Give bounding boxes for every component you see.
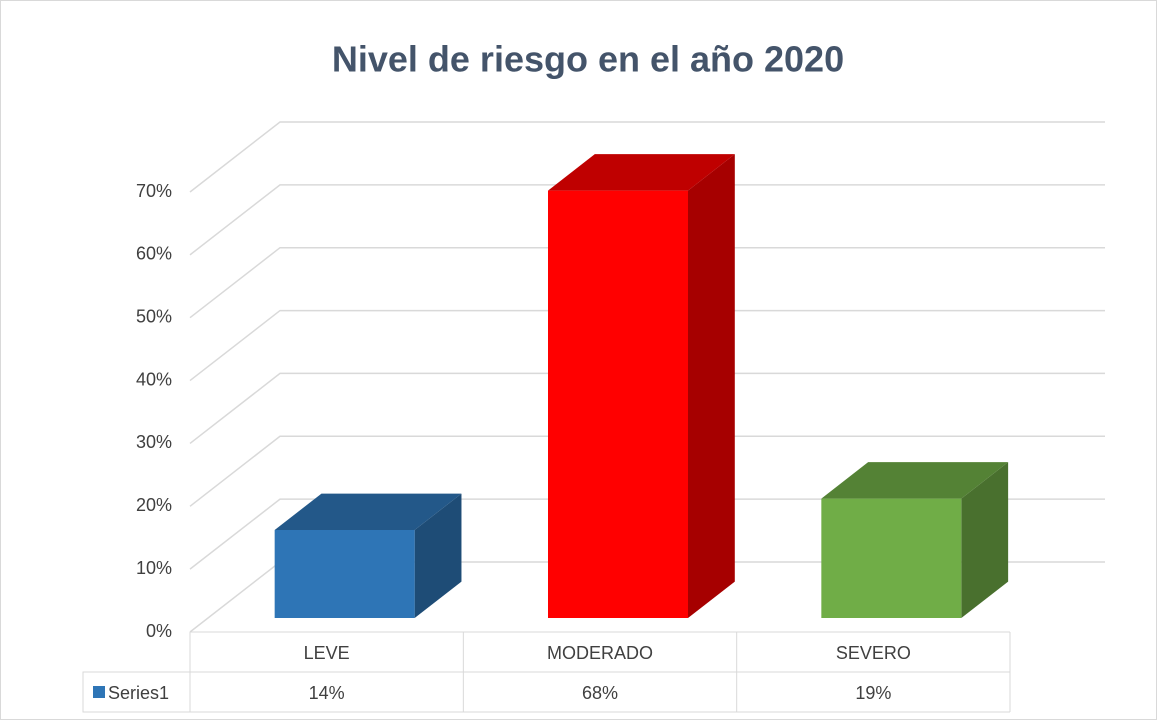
grid-line bbox=[189, 184, 1105, 256]
grid-line bbox=[189, 121, 1105, 193]
y-tick-label: 20% bbox=[136, 495, 172, 515]
bar-front bbox=[548, 190, 688, 619]
bar-top bbox=[548, 154, 735, 191]
category-label: MODERADO bbox=[547, 643, 653, 663]
data-label: 68% bbox=[582, 683, 618, 703]
category-label: SEVERO bbox=[836, 643, 911, 663]
y-tick-label: 70% bbox=[136, 181, 172, 201]
bar-top bbox=[821, 462, 1009, 499]
y-tick-label: 40% bbox=[136, 369, 172, 389]
grid-line bbox=[189, 372, 1105, 445]
bar-front bbox=[274, 530, 415, 618]
grid-line bbox=[189, 309, 1105, 382]
grid-line bbox=[189, 246, 1105, 319]
y-tick-label: 30% bbox=[136, 432, 172, 452]
bar-top bbox=[274, 493, 462, 530]
bar-front bbox=[821, 498, 962, 618]
legend-key bbox=[93, 686, 105, 698]
y-tick-label: 10% bbox=[136, 558, 172, 578]
y-tick-label: 50% bbox=[136, 306, 172, 326]
y-tick-label: 60% bbox=[136, 244, 172, 264]
grid-line bbox=[189, 435, 1105, 507]
bar-side bbox=[688, 154, 735, 618]
data-label: 14% bbox=[309, 683, 345, 703]
chart-title: Nivel de riesgo en el año 2020 bbox=[332, 39, 844, 80]
category-label: LEVE bbox=[304, 643, 350, 663]
data-label: 19% bbox=[855, 683, 891, 703]
bar-side bbox=[961, 462, 1009, 618]
y-tick-label: 0% bbox=[146, 621, 172, 641]
legend-label: Series1 bbox=[108, 683, 169, 703]
bar-side bbox=[414, 493, 462, 618]
